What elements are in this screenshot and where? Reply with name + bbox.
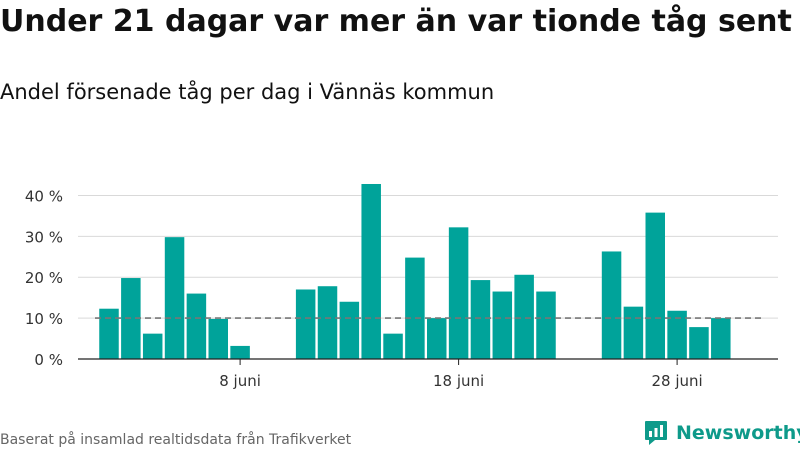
bar (645, 212, 665, 359)
bar (448, 227, 469, 359)
y-tick-label: 20 % (25, 269, 63, 287)
y-tick-label: 0 % (34, 351, 63, 369)
y-tick-label: 40 % (25, 187, 63, 205)
bar (208, 318, 228, 359)
bar (383, 333, 403, 359)
bar (667, 310, 687, 359)
bar (361, 183, 381, 359)
bar (230, 345, 250, 359)
bar (514, 274, 534, 359)
bar (142, 333, 163, 359)
bar (601, 251, 622, 359)
bar (295, 289, 316, 359)
source-note: Baserat på insamlad realtidsdata från Tr… (0, 432, 352, 448)
bar (186, 293, 207, 359)
bar (164, 237, 185, 359)
x-tick-label: 18 juni (433, 372, 484, 390)
y-axis-ticks: 0 % 10 % 20 % 30 % 40 % (25, 187, 63, 369)
bar (427, 318, 447, 359)
chart-title: Under 21 dagar var mer än var tionde tåg… (0, 4, 792, 39)
bar (405, 257, 425, 359)
bar (470, 280, 491, 359)
bars (99, 183, 731, 359)
brand-name: Newsworthy (676, 422, 800, 444)
y-tick-label: 30 % (25, 228, 63, 246)
bar (536, 291, 556, 359)
y-tick-label: 10 % (25, 310, 63, 328)
bar-chart: 0 % 10 % 20 % 30 % 40 % 8 juni 18 juni 28 juni (25, 183, 778, 390)
bar (623, 306, 644, 359)
brand-logo: Newsworthy (644, 420, 800, 446)
bar (317, 286, 338, 359)
x-tick-label: 8 juni (219, 372, 261, 390)
newsworthy-logo-icon (645, 421, 667, 445)
chart-subtitle: Andel försenade tåg per dag i Vännäs kom… (0, 80, 495, 104)
bar (689, 327, 709, 359)
bar (99, 308, 119, 359)
bar (339, 301, 360, 359)
bar (492, 291, 513, 359)
bar (711, 318, 731, 359)
x-tick-label: 28 juni (651, 372, 702, 390)
x-axis: 8 juni 18 juni 28 juni (78, 358, 778, 390)
